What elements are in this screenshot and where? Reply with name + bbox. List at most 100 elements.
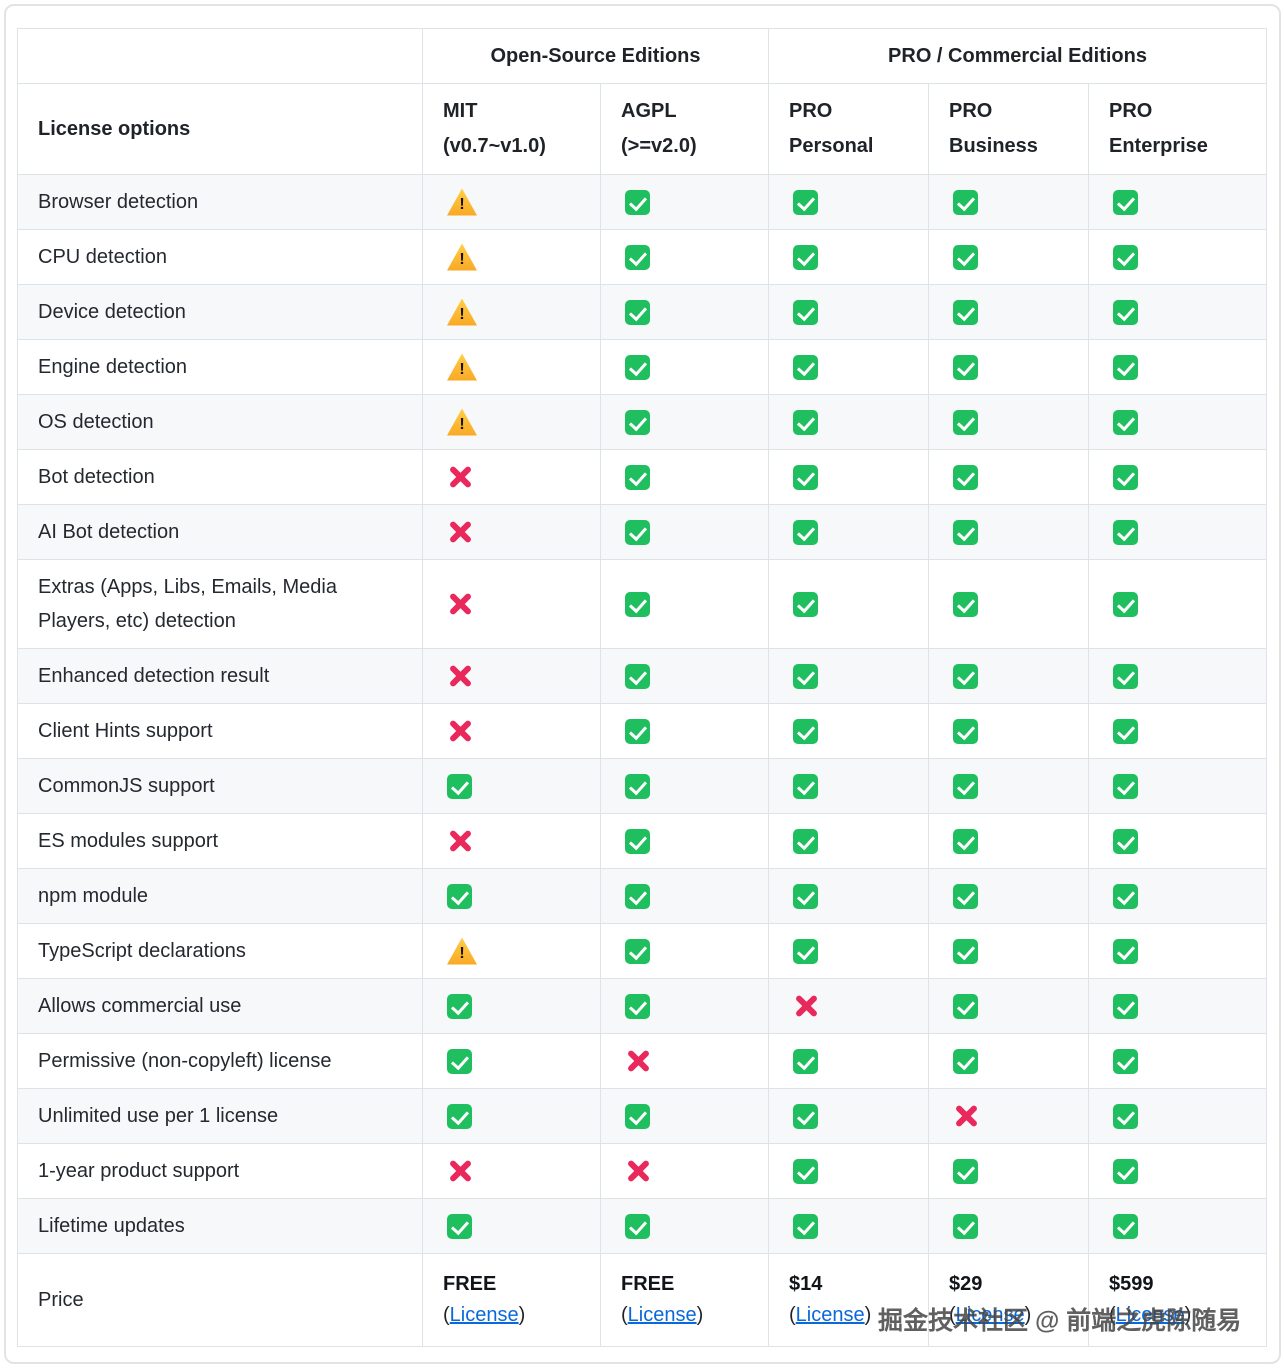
check-icon bbox=[953, 1048, 978, 1074]
status-cell bbox=[422, 923, 601, 979]
check-icon bbox=[953, 519, 978, 545]
status-cell bbox=[928, 978, 1089, 1034]
feature-label: OS detection bbox=[17, 394, 423, 450]
status-cell bbox=[422, 758, 601, 814]
check-icon bbox=[625, 993, 650, 1019]
status-cell bbox=[928, 394, 1089, 450]
status-cell bbox=[768, 703, 929, 759]
status-cell bbox=[1087, 648, 1268, 704]
status-cell bbox=[422, 394, 601, 450]
warning-icon bbox=[447, 243, 477, 271]
status-cell bbox=[928, 1088, 1089, 1144]
status-cell bbox=[422, 559, 601, 649]
cross-icon bbox=[447, 519, 474, 546]
status-cell bbox=[422, 174, 601, 230]
feature-label: Engine detection bbox=[17, 339, 423, 395]
cross-icon bbox=[953, 1103, 980, 1130]
group-header-row: Open-Source Editions PRO / Commercial Ed… bbox=[17, 28, 1268, 84]
check-icon bbox=[1113, 299, 1138, 325]
check-icon bbox=[1113, 938, 1138, 964]
status-cell bbox=[422, 868, 601, 924]
status-cell bbox=[768, 758, 929, 814]
column-header-pro-enterprise: PRO Enterprise bbox=[1087, 83, 1268, 175]
status-cell bbox=[768, 1088, 929, 1144]
status-cell bbox=[928, 284, 1089, 340]
price-amount: FREE bbox=[621, 1273, 675, 1295]
license-link[interactable]: License bbox=[795, 1304, 865, 1326]
status-cell bbox=[1087, 559, 1268, 649]
check-icon bbox=[625, 1103, 650, 1129]
check-icon bbox=[953, 354, 978, 380]
license-link[interactable]: License bbox=[955, 1304, 1025, 1326]
column-subtitle: (>=v2.0) bbox=[621, 135, 697, 157]
status-cell bbox=[600, 923, 769, 979]
license-link[interactable]: License bbox=[1115, 1304, 1185, 1326]
cross-icon bbox=[625, 1158, 652, 1185]
column-title: PRO bbox=[789, 100, 833, 122]
check-icon bbox=[1113, 828, 1138, 854]
license-line: (License) bbox=[949, 1304, 1032, 1326]
status-cell bbox=[1087, 1033, 1268, 1089]
check-icon bbox=[793, 464, 818, 490]
check-icon bbox=[953, 883, 978, 909]
check-icon bbox=[953, 1213, 978, 1239]
check-icon bbox=[625, 519, 650, 545]
check-icon bbox=[1113, 354, 1138, 380]
status-cell bbox=[768, 339, 929, 395]
check-icon bbox=[1113, 519, 1138, 545]
status-cell bbox=[928, 703, 1089, 759]
license-link[interactable]: License bbox=[627, 1304, 697, 1326]
status-cell bbox=[928, 758, 1089, 814]
warning-icon bbox=[447, 188, 477, 216]
status-cell bbox=[422, 1088, 601, 1144]
status-cell bbox=[600, 504, 769, 560]
column-title: PRO bbox=[1109, 100, 1153, 122]
price-amount: FREE bbox=[443, 1273, 497, 1295]
feature-rows: Browser detectionCPU detectionDevice det… bbox=[17, 174, 1268, 1254]
check-icon bbox=[625, 718, 650, 744]
status-cell bbox=[600, 284, 769, 340]
feature-label: Device detection bbox=[17, 284, 423, 340]
license-link[interactable]: License bbox=[449, 1304, 519, 1326]
warning-icon bbox=[447, 937, 477, 965]
check-icon bbox=[953, 663, 978, 689]
check-icon bbox=[793, 938, 818, 964]
feature-label: Bot detection bbox=[17, 449, 423, 505]
check-icon bbox=[625, 591, 650, 617]
column-subtitle: Business bbox=[949, 135, 1038, 157]
status-cell bbox=[768, 504, 929, 560]
table-row: npm module bbox=[17, 868, 1268, 924]
license-line: (License) bbox=[443, 1304, 526, 1326]
check-icon bbox=[793, 354, 818, 380]
warning-icon bbox=[447, 353, 477, 381]
status-cell bbox=[600, 174, 769, 230]
table-row: AI Bot detection bbox=[17, 504, 1268, 560]
price-cell: $599 (License) bbox=[1087, 1253, 1268, 1347]
check-icon bbox=[953, 828, 978, 854]
table-row: CPU detection bbox=[17, 229, 1268, 285]
check-icon bbox=[793, 883, 818, 909]
status-cell bbox=[422, 1143, 601, 1199]
cross-icon bbox=[447, 718, 474, 745]
check-icon bbox=[447, 993, 472, 1019]
feature-label: Lifetime updates bbox=[17, 1198, 423, 1254]
status-cell bbox=[1087, 1198, 1268, 1254]
check-icon bbox=[1113, 663, 1138, 689]
feature-column-header: License options bbox=[17, 83, 423, 175]
check-icon bbox=[793, 1048, 818, 1074]
table-row: Enhanced detection result bbox=[17, 648, 1268, 704]
status-cell bbox=[928, 648, 1089, 704]
check-icon bbox=[625, 663, 650, 689]
table-row: Extras (Apps, Libs, Emails, Media Player… bbox=[17, 559, 1268, 649]
status-cell bbox=[928, 1198, 1089, 1254]
status-cell bbox=[1087, 978, 1268, 1034]
check-icon bbox=[625, 299, 650, 325]
check-icon bbox=[953, 773, 978, 799]
license-line: (License) bbox=[621, 1304, 704, 1326]
table-row: Client Hints support bbox=[17, 703, 1268, 759]
column-title: AGPL bbox=[621, 100, 677, 122]
check-icon bbox=[447, 1103, 472, 1129]
feature-label: CommonJS support bbox=[17, 758, 423, 814]
warning-icon bbox=[447, 408, 477, 436]
table-row: ES modules support bbox=[17, 813, 1268, 869]
